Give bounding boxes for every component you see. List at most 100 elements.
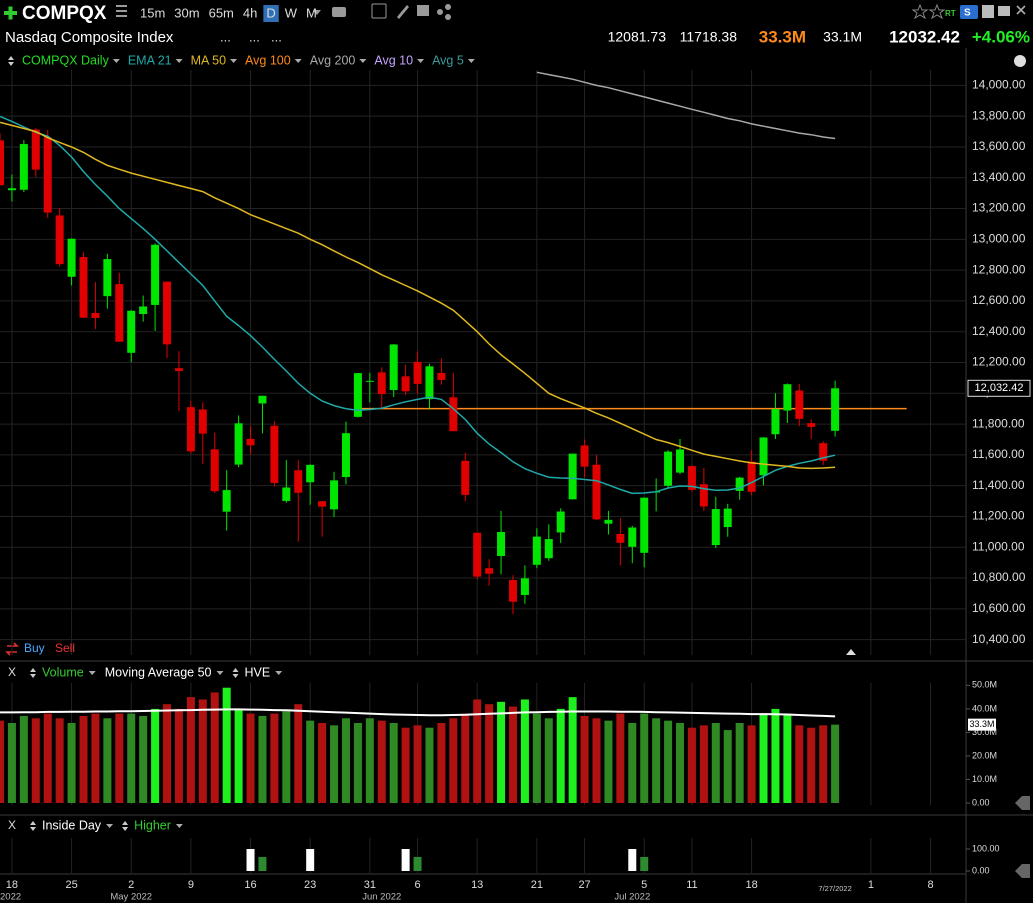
bar — [31, 718, 40, 803]
candle-body — [246, 438, 255, 446]
legend-entry[interactable]: Avg 5 — [432, 53, 464, 67]
dropdown-icon[interactable] — [88, 671, 96, 675]
grid-icon[interactable] — [371, 3, 387, 19]
y-tick-label: 12,600.00 — [972, 293, 1026, 307]
x-tick-label: 21 — [531, 879, 543, 891]
interval-button[interactable]: M — [306, 5, 317, 20]
legend-entry[interactable]: Avg 10 — [374, 53, 413, 67]
indicator-name[interactable]: Higher — [134, 818, 171, 832]
candle-body — [783, 384, 792, 411]
indicator-name[interactable]: Moving Average 50 — [105, 665, 212, 679]
dropdown-icon[interactable] — [467, 59, 475, 63]
print-icon[interactable] — [998, 6, 1010, 16]
buy-button[interactable]: Buy — [24, 641, 45, 655]
dropdown-icon[interactable] — [313, 10, 321, 15]
candle-body — [210, 449, 219, 492]
bar — [425, 727, 434, 803]
interval-button[interactable]: D — [266, 5, 275, 20]
candle-body — [831, 388, 840, 431]
logo-plus — [4, 6, 17, 20]
x-tick-label: 23 — [304, 879, 316, 891]
month-label: Jun 2022 — [362, 892, 401, 903]
interval-button[interactable]: 65m — [209, 5, 234, 20]
scroll-icon[interactable] — [1015, 864, 1030, 878]
candle-body — [186, 407, 195, 452]
interval-button[interactable]: 30m — [174, 5, 199, 20]
candle-body — [306, 464, 315, 483]
candle-body — [139, 306, 148, 315]
header-field: 33.3M — [759, 27, 806, 46]
indicator-name[interactable]: Volume — [42, 665, 84, 679]
dropdown-icon[interactable] — [175, 59, 183, 63]
candle-body — [664, 451, 673, 486]
dropdown-icon[interactable] — [359, 59, 367, 63]
draw-icon[interactable] — [397, 5, 409, 19]
dropdown-icon[interactable] — [175, 824, 183, 828]
save-icon[interactable] — [982, 5, 994, 18]
share-icon[interactable] — [437, 9, 443, 15]
dropdown-icon[interactable] — [106, 824, 114, 828]
bar — [127, 713, 136, 803]
bar — [19, 715, 28, 803]
legend-entry[interactable]: COMPQX Daily — [22, 53, 110, 67]
dropdown-icon[interactable] — [294, 59, 302, 63]
interval-button[interactable]: 15m — [140, 5, 165, 20]
candle-body — [163, 281, 172, 345]
y-tick-label: 13,200.00 — [972, 201, 1026, 215]
dropdown-icon[interactable] — [417, 59, 425, 63]
s-badge[interactable] — [960, 5, 978, 19]
star-icon[interactable] — [911, 3, 929, 20]
candle-body — [676, 449, 685, 473]
interval-button[interactable]: W — [285, 5, 298, 20]
legend-entry[interactable]: MA 50 — [191, 53, 226, 67]
candle-body — [341, 433, 350, 478]
header-field: 33.1M — [823, 29, 862, 45]
header-field: 12032.42 — [889, 27, 960, 46]
dropdown-icon[interactable] — [230, 59, 238, 63]
close-icon[interactable] — [1016, 5, 1026, 15]
candle-body — [508, 580, 517, 602]
candle-body — [485, 568, 494, 574]
share-icon — [445, 14, 451, 20]
bar — [759, 713, 768, 803]
bar — [318, 723, 327, 803]
settings-icon[interactable] — [1014, 55, 1026, 67]
star-icon[interactable] — [928, 3, 946, 20]
close-button[interactable]: X — [8, 818, 16, 832]
note-icon[interactable] — [417, 5, 429, 16]
scroll-icon[interactable] — [1015, 796, 1030, 810]
y-tick-label: 11,400.00 — [972, 478, 1025, 492]
y-tick-label: 100.00 — [972, 843, 1000, 853]
y-tick-label: 40.0M — [972, 703, 997, 713]
bar — [652, 718, 661, 803]
legend-entry[interactable]: EMA 21 — [128, 53, 172, 67]
x-tick-label: 18 — [6, 879, 18, 891]
candle-body — [580, 445, 589, 467]
y-tick-label: 11,800.00 — [972, 416, 1025, 430]
collapse-icon[interactable] — [846, 649, 856, 655]
trade-icon[interactable] — [5, 642, 19, 656]
candle-body — [616, 533, 625, 543]
menu-icon[interactable] — [116, 5, 127, 7]
menu-icon — [116, 15, 127, 17]
bar — [210, 692, 219, 803]
bar — [103, 718, 112, 803]
sell-button[interactable]: Sell — [55, 641, 75, 655]
candle-body — [19, 144, 28, 190]
close-button[interactable]: X — [8, 665, 16, 679]
bar — [676, 723, 685, 803]
indicator-name[interactable]: Inside Day — [42, 818, 102, 832]
candle-body — [43, 137, 52, 213]
legend-entry[interactable]: Avg 100 — [245, 53, 291, 67]
bar — [151, 708, 160, 803]
bar — [449, 718, 458, 803]
dropdown-icon[interactable] — [112, 59, 120, 63]
dropdown-icon[interactable] — [275, 671, 283, 675]
interval-button[interactable]: 4h — [243, 5, 257, 20]
badge: RT — [945, 9, 956, 18]
chart-type-icon[interactable] — [332, 7, 346, 17]
dropdown-icon[interactable] — [216, 671, 224, 675]
indicator-name[interactable]: HVE — [245, 665, 271, 679]
sort-icon — [122, 821, 129, 831]
legend-entry[interactable]: Avg 200 — [310, 53, 356, 67]
